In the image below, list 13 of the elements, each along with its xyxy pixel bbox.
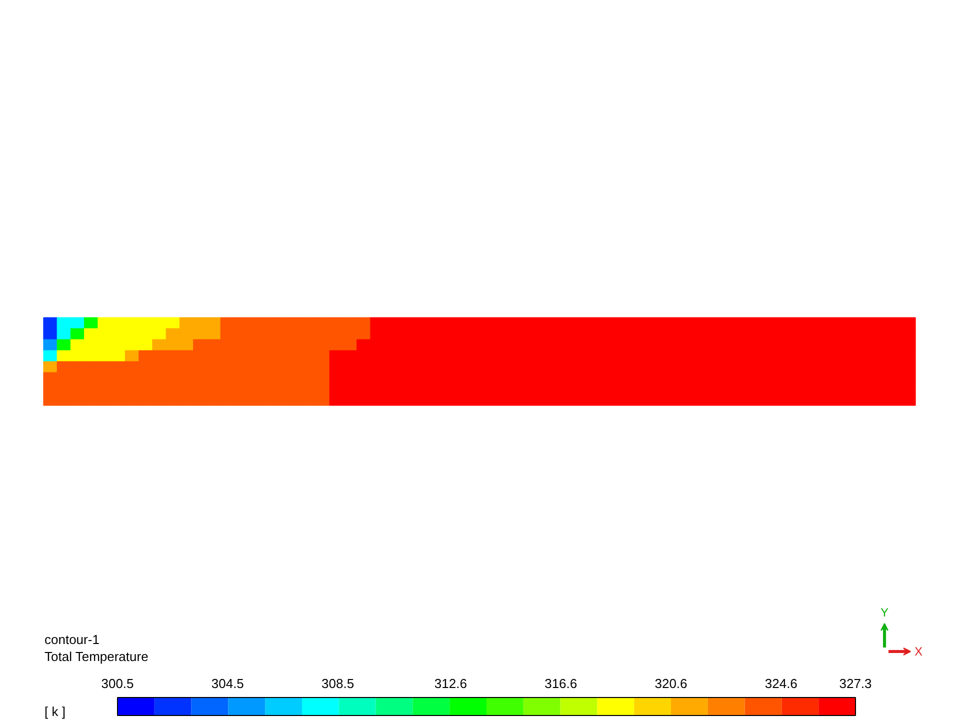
color-bar-label: 327.3 xyxy=(839,676,872,691)
text: Total Temperature xyxy=(44,649,148,664)
text: Y xyxy=(880,606,889,620)
color-bar-title: [ k ] xyxy=(44,704,66,719)
color-bar-label: 316.6 xyxy=(544,676,578,691)
color-bar-label: 312.6 xyxy=(434,676,467,691)
text: X xyxy=(914,644,923,658)
text: contour-1 xyxy=(44,632,100,647)
color-bar-label: 320.6 xyxy=(654,676,688,691)
color-bar-label: 324.6 xyxy=(764,676,798,691)
color-bar-label: 308.5 xyxy=(322,676,354,691)
color-bar-label: 300.5 xyxy=(101,676,134,691)
color-bar-label: 304.5 xyxy=(211,676,244,691)
